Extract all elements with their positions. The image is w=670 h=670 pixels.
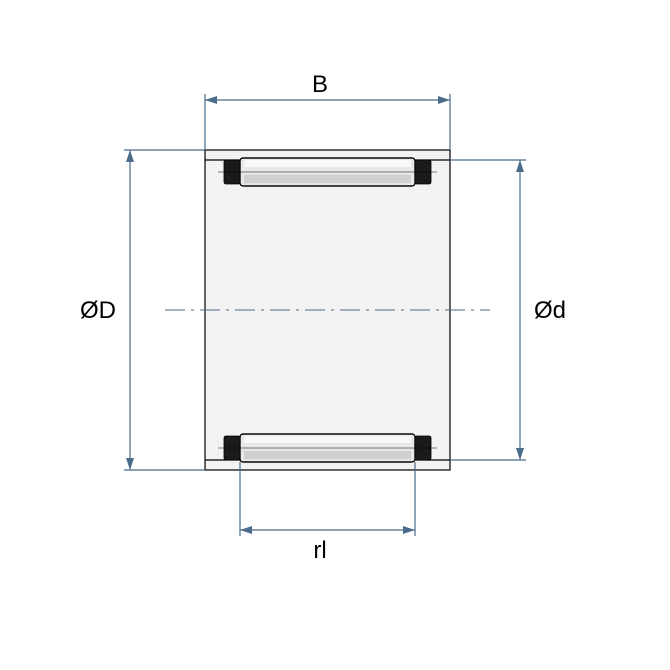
dim-label-rl: rl [313, 537, 326, 564]
bearing-diagram: Brl ØD Ød [0, 0, 670, 670]
dim-label-d: Ød [534, 297, 566, 324]
dim-label-D: ØD [80, 297, 116, 324]
dim-label-B: B [312, 71, 328, 98]
